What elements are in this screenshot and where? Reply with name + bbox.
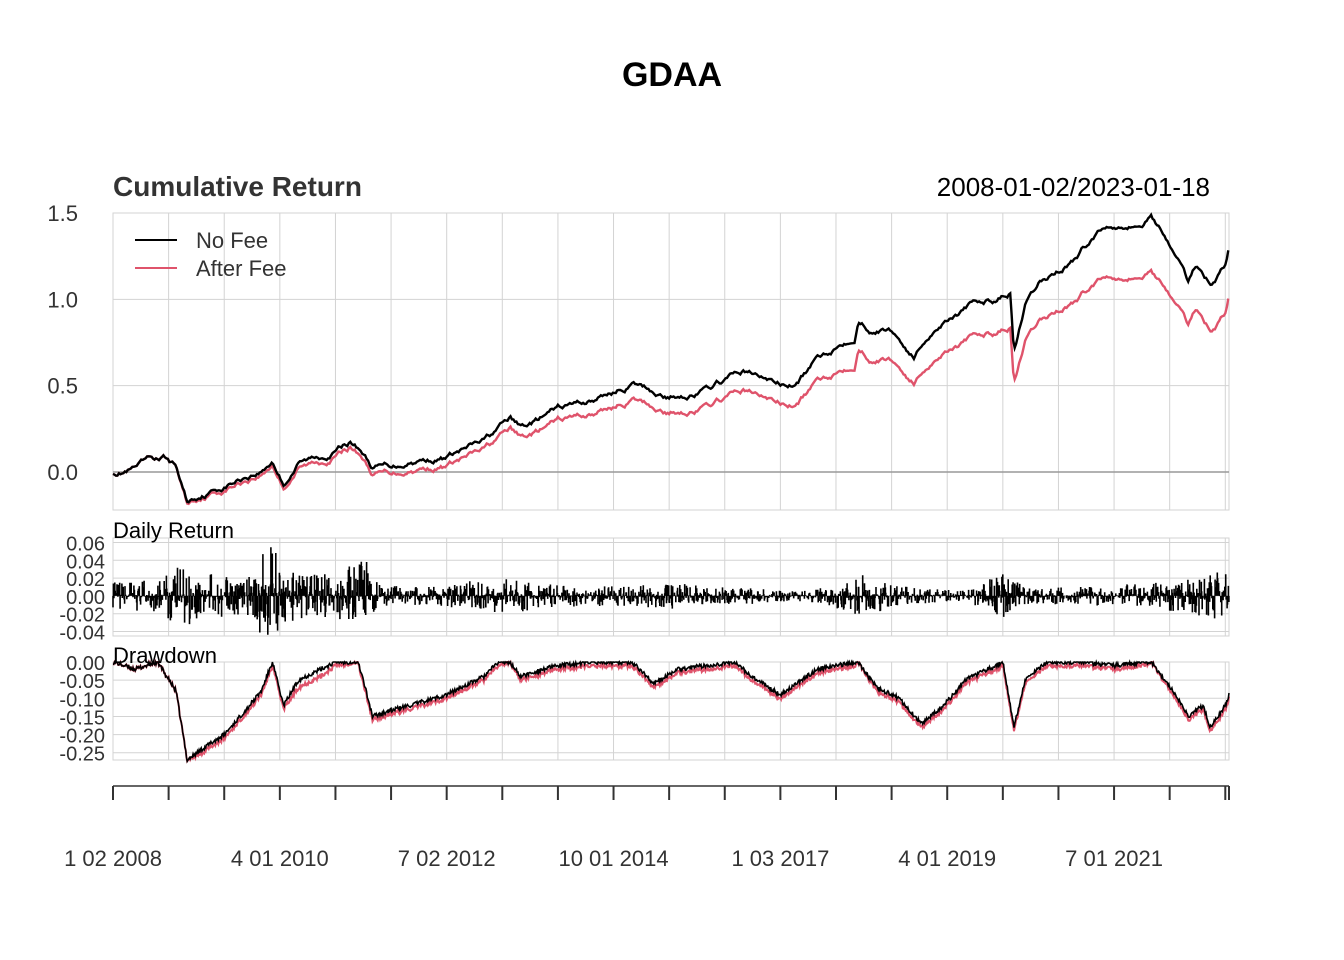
y-tick-label: -0.15 [59,707,105,729]
panel-drawdown-y-ticks: 0.00-0.05-0.10-0.15-0.20-0.25 [59,653,105,766]
y-tick-label: 0.5 [47,374,78,399]
series-no-fee-line [112,212,1230,504]
y-tick-label: -0.04 [59,623,105,645]
legend: No Fee After Fee [135,228,286,281]
drawdown-after-fee-line [112,658,1230,764]
grid-layer [112,212,1230,761]
panel-daily-title: Daily Return [113,518,234,543]
x-tick-label: 4 01 2010 [231,846,329,871]
panel-cumulative-lines [112,212,1230,506]
date-range-label: 2008-01-02/2023-01-18 [937,172,1210,202]
y-tick-label: 0.0 [47,460,78,485]
x-tick-label: 7 01 2021 [1065,846,1163,871]
x-axis: 1 02 2008 4 01 2010 7 02 2012 10 01 2014 1 0… [64,785,1230,871]
y-tick-label: 1.5 [47,201,78,226]
daily-return-bars [112,547,1230,635]
panel-drawdown-lines [112,658,1230,764]
y-tick-label: -0.25 [59,744,105,766]
y-tick-label: 1.0 [47,287,78,312]
x-tick-label: 4 01 2019 [898,846,996,871]
y-tick-label: -0.05 [59,671,105,693]
panel-daily-y-ticks: 0.060.040.020.00-0.02-0.04 [59,533,105,644]
y-tick-label: 0.02 [66,569,105,591]
legend-no-fee-label: No Fee [196,228,268,253]
y-tick-label: 0.00 [66,653,105,675]
x-tick-label: 1 02 2008 [64,846,162,871]
panel-cumulative-title: Cumulative Return [113,171,362,202]
y-tick-label: -0.02 [59,605,105,627]
x-tick-label: 10 01 2014 [558,846,668,871]
legend-after-fee-label: After Fee [196,256,286,281]
x-tick-label: 1 03 2017 [731,846,829,871]
chart-main-title: GDAA [621,56,723,94]
drawdown-no-fee-line [112,659,1230,764]
series-after-fee-line [112,267,1230,506]
panel-drawdown-title: Drawdown [113,643,217,668]
y-tick-label: -0.10 [59,689,105,711]
x-tick-label: 7 02 2012 [398,846,496,871]
y-tick-label: 0.06 [66,533,105,555]
panel-cumulative-y-ticks: 1.5 1.0 0.5 0.0 [47,201,78,485]
y-tick-label: 0.04 [66,551,105,573]
y-tick-label: -0.20 [59,726,105,748]
panel-daily-bars [112,547,1230,635]
y-tick-label: 0.00 [66,587,105,609]
